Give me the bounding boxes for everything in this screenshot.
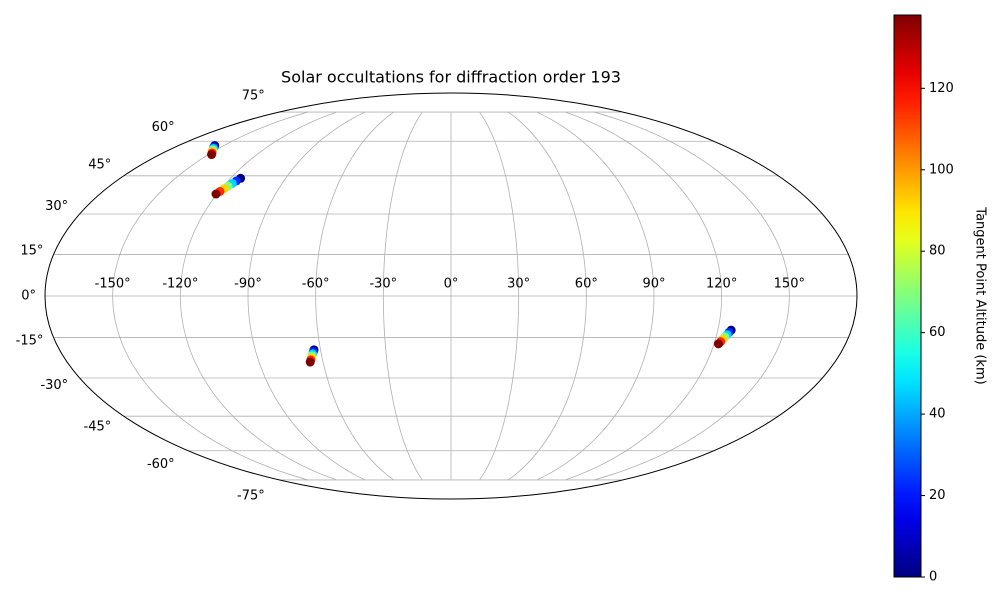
x-tick-label: -90° <box>234 277 262 292</box>
colorbar-label: Tangent Point Altitude (km) <box>973 206 988 384</box>
grid-line <box>536 111 655 481</box>
y-tick-label: 15° <box>20 243 43 258</box>
x-tick-label: -30° <box>369 277 397 292</box>
y-tick-label: 75° <box>242 88 265 103</box>
chart-title: Solar occultations for diffraction order… <box>281 68 621 87</box>
grid-line <box>179 111 337 481</box>
y-tick-label: -60° <box>147 457 175 472</box>
grid-line <box>594 111 790 481</box>
grid-line <box>382 111 423 481</box>
x-tick-label: -60° <box>302 277 330 292</box>
data-point <box>305 357 315 367</box>
map-boundary <box>44 92 858 500</box>
colorbar-tick-label: 100 <box>929 162 954 177</box>
grid-line <box>112 111 308 481</box>
y-tick-label: 60° <box>152 120 175 135</box>
y-tick-label: -75° <box>237 489 265 504</box>
colorbar-tick-label: 40 <box>929 407 946 422</box>
x-tick-label: -120° <box>162 277 198 292</box>
x-tick-label: 120° <box>706 277 737 292</box>
data-point <box>207 150 217 160</box>
grid-line <box>565 111 723 481</box>
colorbar-tick-label: 60 <box>929 325 946 340</box>
grid-line <box>479 111 520 481</box>
y-tick-label: 45° <box>88 158 111 173</box>
grid-line <box>247 111 366 481</box>
y-tick-label: -30° <box>40 378 68 393</box>
x-tick-label: 30° <box>507 277 530 292</box>
x-tick-label: 60° <box>575 277 598 292</box>
data-point <box>211 189 221 199</box>
colorbar <box>893 14 922 578</box>
y-tick-label: 30° <box>45 199 68 214</box>
x-tick-label: 90° <box>642 277 665 292</box>
grid-line <box>508 111 587 481</box>
y-tick-label: 0° <box>21 289 36 304</box>
x-tick-label: 0° <box>444 277 459 292</box>
y-tick-label: -15° <box>16 334 44 349</box>
data-point <box>713 339 723 349</box>
colorbar-tick-label: 0 <box>929 570 937 585</box>
colorbar-tick-label: 80 <box>929 244 946 259</box>
grid-line <box>315 111 394 481</box>
x-tick-label: -150° <box>95 277 131 292</box>
colorbar-tick-label: 20 <box>929 488 946 503</box>
y-tick-label: -45° <box>84 419 112 434</box>
colorbar-tick-label: 120 <box>929 81 954 96</box>
x-tick-label: 150° <box>774 277 805 292</box>
